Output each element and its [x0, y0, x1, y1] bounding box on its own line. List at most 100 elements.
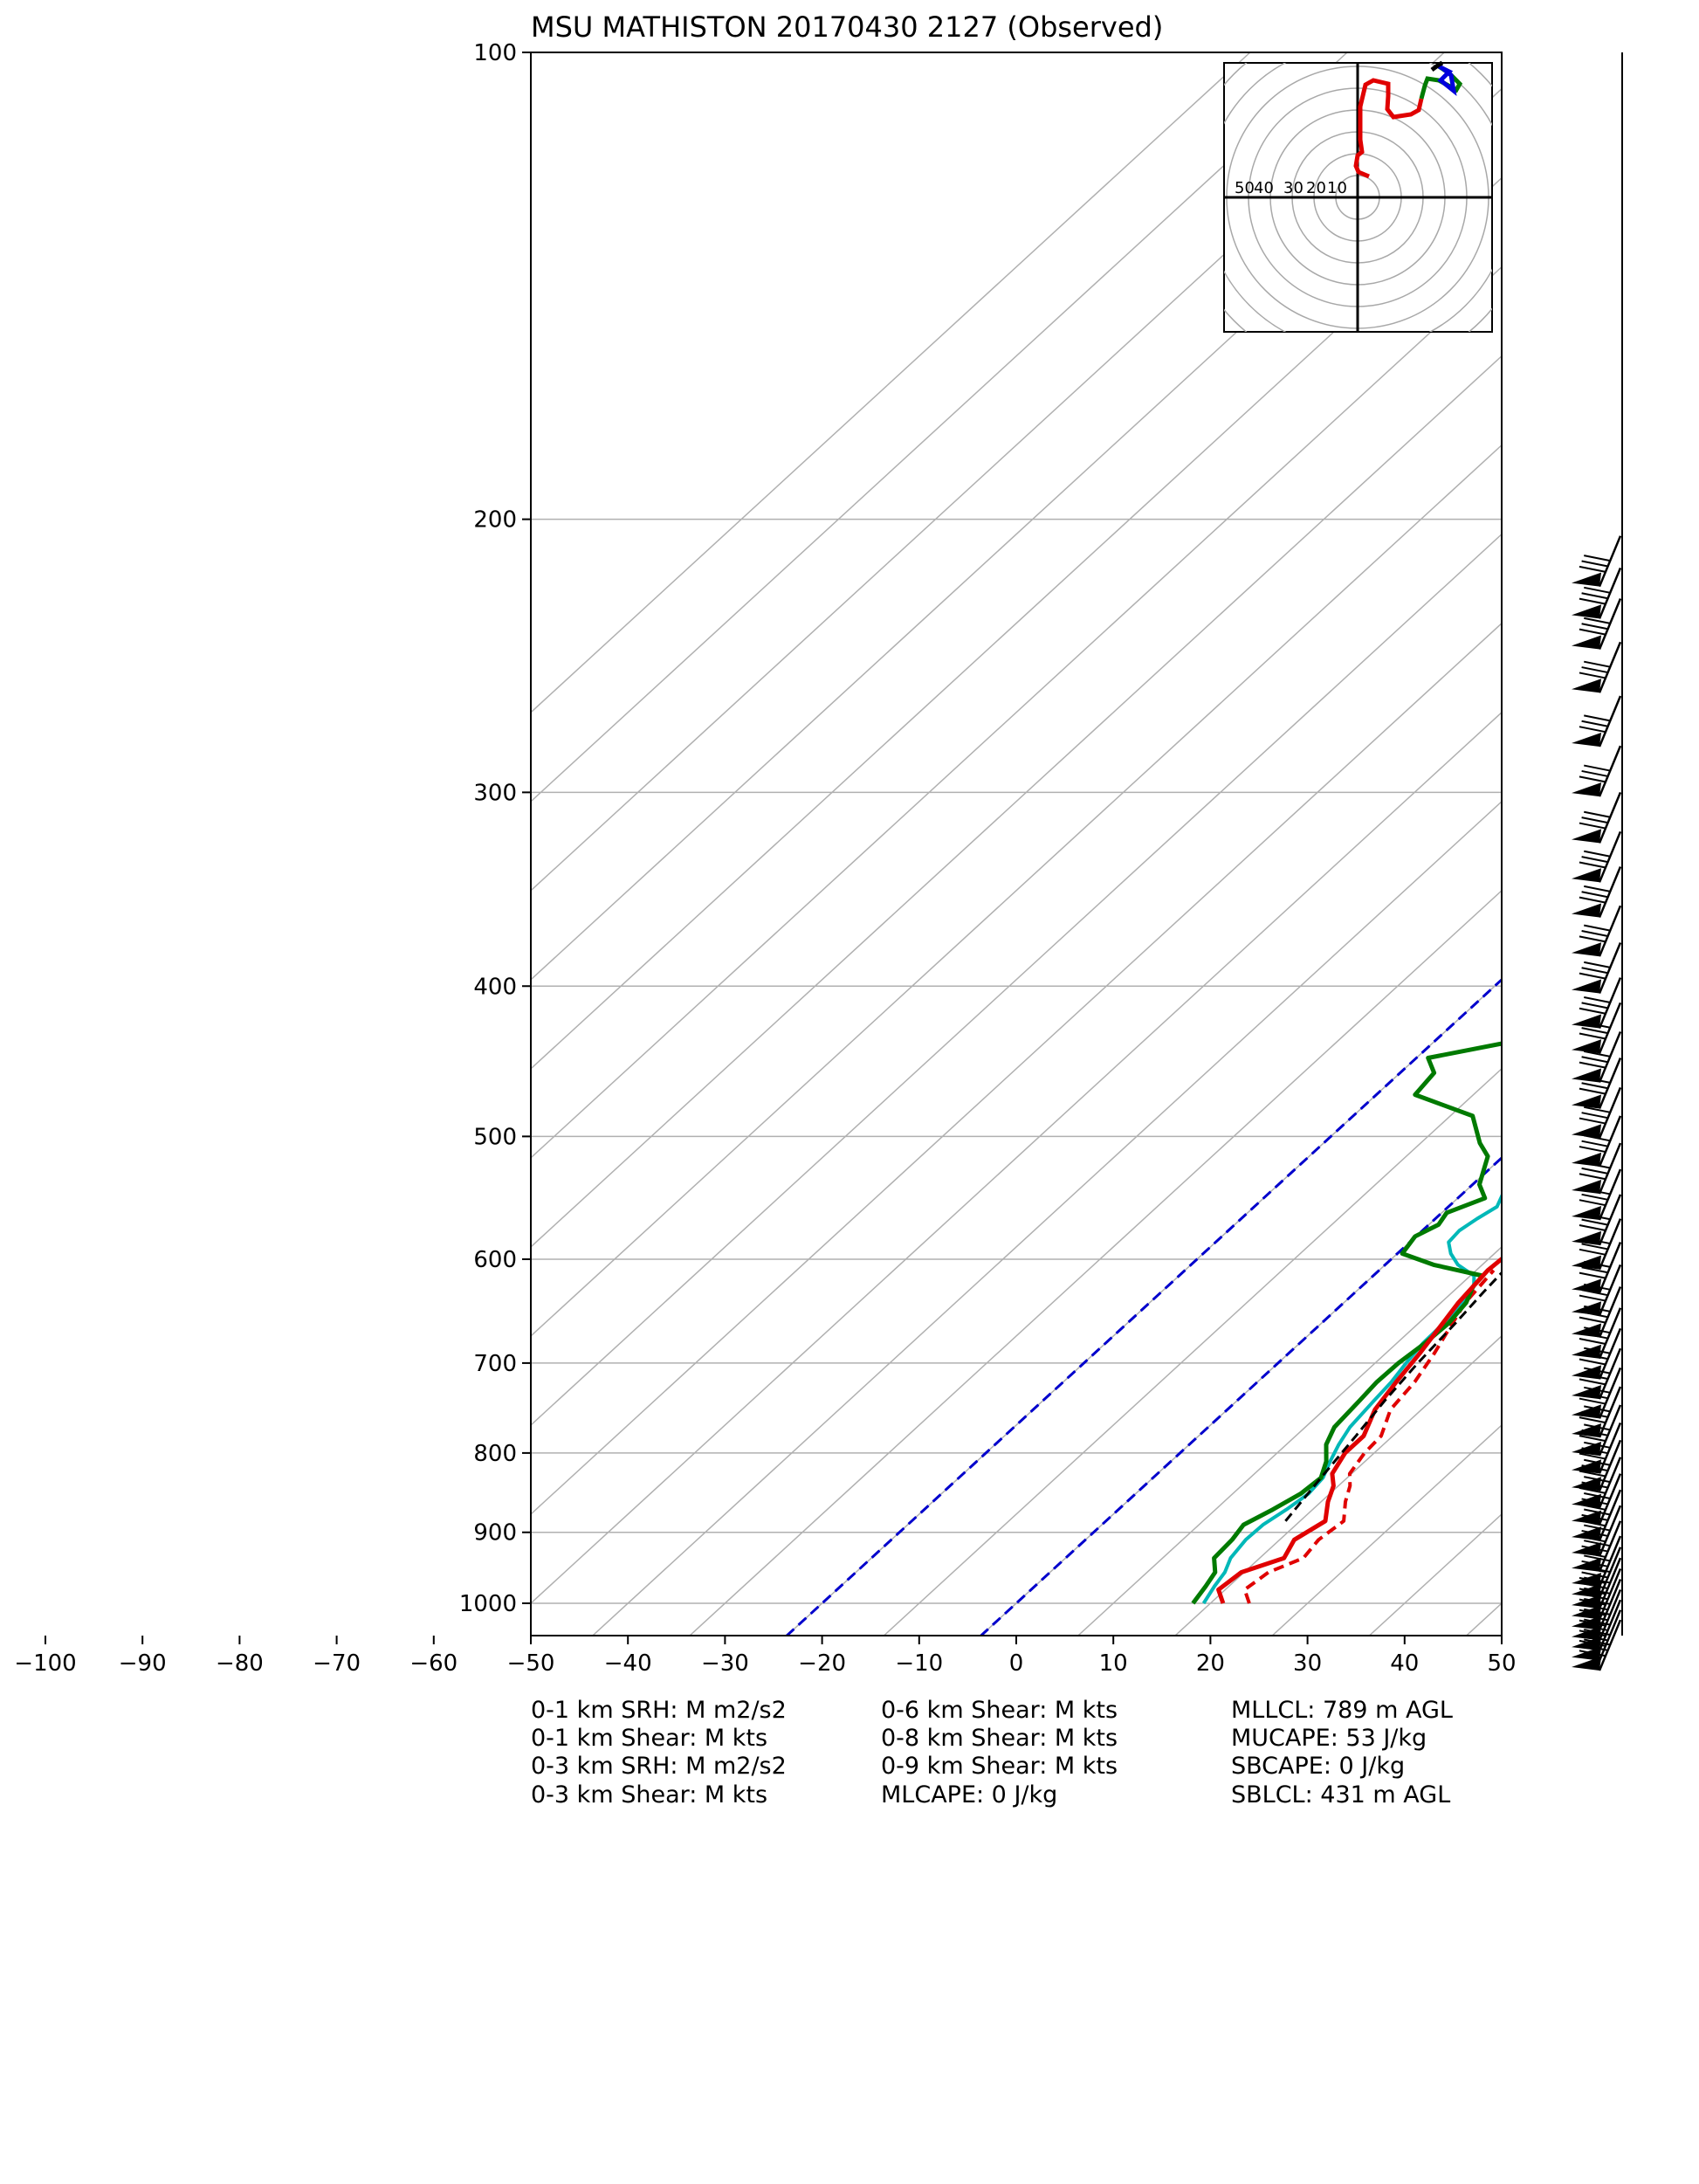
stat-shear-0-9: 0-9 km Shear: M kts — [881, 1753, 1118, 1780]
chart-series — [1191, 1041, 1502, 1605]
x-tick-label: −80 — [216, 1650, 264, 1677]
wind-barb — [1572, 1086, 1622, 1139]
virtual_temperature-profile — [1242, 1269, 1496, 1604]
wind-barb — [1572, 535, 1622, 588]
wind-barb — [1572, 745, 1622, 797]
wind-barb — [1572, 1002, 1622, 1054]
hodograph-trace-blue — [1437, 64, 1457, 97]
skewed-isotherm — [591, 800, 1502, 1636]
wind-barb — [1572, 1489, 1622, 1541]
stat-shear-0-6: 0-6 km Shear: M kts — [881, 1697, 1118, 1724]
y-tick-label: 700 — [473, 1351, 517, 1377]
wind-barb — [1572, 695, 1622, 748]
y-tick-label: 800 — [473, 1441, 517, 1467]
wind-barb — [1572, 1505, 1622, 1557]
wind-barb — [1572, 1286, 1622, 1338]
wind-barb — [1572, 1599, 1622, 1651]
wind-barb — [1572, 1619, 1622, 1671]
chart-title: MSU MATHISTON 20170430 2127 (Observed) — [531, 10, 1163, 44]
x-tick-label: −70 — [313, 1650, 361, 1677]
hodograph-ring-label: 20 — [1306, 179, 1326, 197]
y-axis: 100 200 300 400 500 600 700 800 900 1000 — [459, 40, 531, 1617]
wind-barb — [1572, 1058, 1622, 1109]
y-tick-label: 1000 — [459, 1591, 517, 1617]
wind-barb — [1572, 1241, 1622, 1293]
hodograph-ring-label: 50 — [1235, 179, 1255, 197]
hodograph-trace-black — [1430, 60, 1444, 72]
y-tick-label: 600 — [473, 1247, 517, 1273]
hodograph: 50 40 30 20 10 — [1223, 60, 1493, 333]
highlight-isotherm — [785, 977, 1502, 1636]
temperature-profile — [1216, 1256, 1502, 1604]
stat-mlcape: MLCAPE: 0 J/kg — [881, 1781, 1057, 1809]
skewed-isotherm — [531, 52, 1445, 892]
y-tick-label: 100 — [473, 40, 517, 66]
x-tick-label: 50 — [1487, 1650, 1516, 1677]
chart-grid — [531, 52, 1502, 1636]
skewed-isotherm — [531, 355, 1502, 1248]
skewed-isotherm — [883, 1067, 1502, 1636]
x-axis: −100 −90 −80 −70 −60 −50 −40 −30 −20 −10 0 10 20 30 40… — [14, 1636, 1517, 1677]
y-tick-label: 200 — [473, 507, 517, 534]
x-tick-label: −90 — [119, 1650, 167, 1677]
wind-barb — [1572, 641, 1622, 693]
wind-barb — [1572, 1457, 1622, 1509]
wind-barb — [1572, 567, 1622, 619]
wind-barb — [1572, 791, 1622, 844]
stat-sbcape: SBCAPE: 0 J/kg — [1231, 1753, 1405, 1780]
x-tick-label: −100 — [14, 1650, 76, 1677]
y-tick-label: 400 — [473, 974, 517, 1000]
wind-barb — [1572, 1307, 1622, 1360]
wind-barb — [1572, 1579, 1622, 1630]
dewpoint-profile — [1191, 1041, 1502, 1605]
y-tick-label: 900 — [473, 1520, 517, 1547]
y-tick-label: 300 — [473, 780, 517, 806]
skewed-isotherm — [531, 533, 1502, 1426]
wind-barb — [1572, 1609, 1622, 1662]
stats-panel: 0-1 km SRH: M m2/s2 0-1 km Shear: M kts … — [531, 1697, 1453, 1809]
stat-mucape: MUCAPE: 53 J/kg — [1231, 1725, 1427, 1752]
wind-barbs — [1572, 52, 1623, 1671]
x-tick-label: −10 — [895, 1650, 943, 1677]
stat-shear-0-1: 0-1 km Shear: M kts — [531, 1725, 767, 1752]
wind-barb — [1572, 1264, 1622, 1316]
stat-shear-0-8: 0-8 km Shear: M kts — [881, 1725, 1118, 1752]
hodograph-ring-label: 40 — [1254, 179, 1274, 197]
x-tick-label: −20 — [798, 1650, 846, 1677]
x-tick-label: 40 — [1390, 1650, 1419, 1677]
x-tick-label: 30 — [1293, 1650, 1322, 1677]
wind-barb — [1572, 942, 1622, 994]
stat-sblcl: SBLCL: 431 m AGL — [1231, 1781, 1450, 1809]
wind-barb — [1572, 905, 1622, 957]
wind-barb — [1572, 1115, 1622, 1168]
parcel-profile — [1284, 1271, 1502, 1522]
wind-barb — [1572, 830, 1622, 883]
hodograph-trace-red — [1353, 78, 1424, 179]
stat-srh-0-3: 0-3 km SRH: M m2/s2 — [531, 1753, 787, 1780]
x-tick-label: −50 — [507, 1650, 555, 1677]
skewed-isotherm — [531, 622, 1502, 1515]
stat-srh-0-1: 0-1 km SRH: M m2/s2 — [531, 1697, 787, 1724]
x-tick-label: −60 — [409, 1650, 457, 1677]
x-tick-label: 0 — [1009, 1650, 1024, 1677]
skewed-isotherm — [531, 711, 1502, 1605]
hodograph-ring-label: 30 — [1283, 179, 1303, 197]
x-tick-label: −40 — [604, 1650, 652, 1677]
wind-barb — [1572, 597, 1622, 650]
y-tick-label: 500 — [473, 1124, 517, 1150]
stat-shear-0-3: 0-3 km Shear: M kts — [531, 1781, 767, 1809]
wind-barb — [1572, 866, 1622, 918]
wind-barb — [1572, 1473, 1622, 1526]
skewed-isotherm — [531, 52, 1348, 803]
x-tick-label: −30 — [701, 1650, 749, 1677]
skewed-isotherm — [1173, 1334, 1502, 1636]
wind-barb — [1572, 1567, 1622, 1620]
highlight-isotherm — [979, 1155, 1502, 1636]
skewed-isotherm — [688, 889, 1502, 1636]
skewed-isotherm — [1076, 1245, 1502, 1636]
wetbulb-profile — [1201, 1188, 1502, 1605]
skewed-isotherm — [531, 444, 1502, 1337]
stat-mllcl: MLLCL: 789 m AGL — [1231, 1697, 1453, 1724]
x-tick-label: 20 — [1196, 1650, 1225, 1677]
